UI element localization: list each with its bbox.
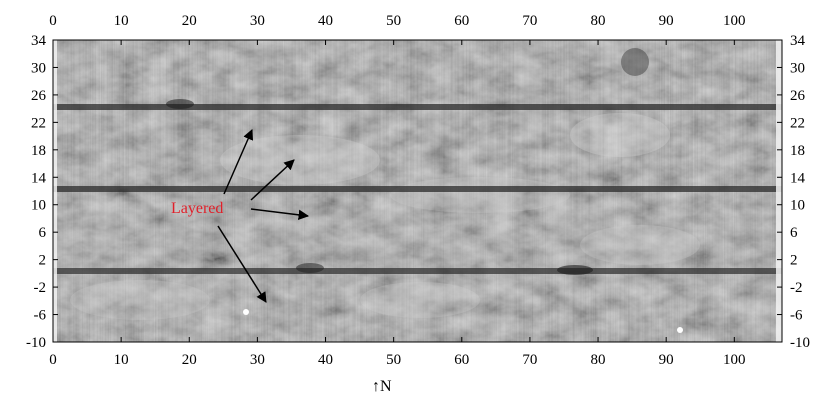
y-tick-label-left: 10 bbox=[31, 198, 46, 214]
arrow-1 bbox=[223, 129, 254, 195]
y-tick-label-right: 18 bbox=[790, 143, 805, 159]
y-tick-label-right: 14 bbox=[790, 170, 806, 186]
x-tick-label-bottom: 50 bbox=[386, 352, 401, 368]
arrow-3 bbox=[250, 208, 310, 221]
y-tick-label-right: -2 bbox=[790, 280, 803, 296]
y-tick-label-right: 26 bbox=[790, 88, 806, 104]
annotation-label: Layered bbox=[171, 200, 224, 217]
y-tick-label-left: 22 bbox=[31, 115, 46, 131]
north-label: ↑N bbox=[372, 378, 392, 395]
x-tick-label-bottom: 0 bbox=[49, 352, 57, 368]
y-tick-label-right: 6 bbox=[790, 225, 798, 241]
y-tick-label-left: -6 bbox=[34, 308, 47, 324]
bottom-axis: 0 10 20 30 40 50 60 70 80 90 100 bbox=[49, 337, 746, 368]
arrow-4 bbox=[217, 225, 267, 303]
x-tick-label-bottom: 100 bbox=[723, 352, 746, 368]
y-tick-label-left: 30 bbox=[31, 60, 46, 76]
x-tick-label-top: 50 bbox=[386, 13, 401, 29]
y-tick-label-left: 6 bbox=[39, 225, 47, 241]
y-tick-label-right: 10 bbox=[790, 198, 805, 214]
plot-frame bbox=[52, 39, 783, 343]
left-axis: 34 30 26 22 18 14 10 6 2 -2 -6 -10 bbox=[26, 33, 58, 351]
x-tick-label-bottom: 40 bbox=[318, 352, 333, 368]
arrow-2 bbox=[250, 159, 295, 201]
top-axis: 0 10 20 30 40 50 60 70 80 90 100 bbox=[49, 13, 746, 45]
x-tick-label-bottom: 20 bbox=[182, 352, 197, 368]
x-tick-label-bottom: 30 bbox=[250, 352, 265, 368]
y-tick-label-left: 26 bbox=[31, 88, 47, 104]
annotation-arrows bbox=[217, 129, 310, 303]
y-tick-label-right: 30 bbox=[790, 60, 805, 76]
x-tick-label-bottom: 80 bbox=[591, 352, 606, 368]
x-tick-label-top: 20 bbox=[182, 13, 197, 29]
y-tick-label-left: 34 bbox=[31, 33, 47, 49]
y-tick-label-right: -10 bbox=[790, 335, 810, 351]
right-axis: 34 30 26 22 18 14 10 6 2 -2 -6 -10 bbox=[777, 33, 810, 351]
x-tick-label-top: 60 bbox=[454, 13, 469, 29]
x-tick-label-top: 40 bbox=[318, 13, 333, 29]
y-tick-label-right: -6 bbox=[790, 308, 803, 324]
x-tick-label-top: 70 bbox=[522, 13, 537, 29]
x-tick-label-bottom: 90 bbox=[659, 352, 674, 368]
x-tick-label-top: 10 bbox=[114, 13, 129, 29]
x-tick-label-top: 0 bbox=[49, 13, 57, 29]
x-tick-label-top: 30 bbox=[250, 13, 265, 29]
y-tick-label-left: -2 bbox=[34, 280, 47, 296]
x-tick-label-bottom: 60 bbox=[454, 352, 469, 368]
survey-raster bbox=[53, 40, 782, 342]
y-tick-label-left: -10 bbox=[26, 335, 46, 351]
y-tick-label-left: 18 bbox=[31, 143, 46, 159]
x-tick-label-top: 90 bbox=[659, 13, 674, 29]
y-tick-label-left: 2 bbox=[39, 253, 47, 269]
x-tick-label-top: 100 bbox=[723, 13, 746, 29]
y-tick-label-left: 14 bbox=[31, 170, 47, 186]
y-tick-label-right: 22 bbox=[790, 115, 805, 131]
y-tick-label-right: 2 bbox=[790, 253, 798, 269]
x-tick-label-bottom: 10 bbox=[114, 352, 129, 368]
y-tick-label-right: 34 bbox=[790, 33, 806, 49]
x-tick-label-bottom: 70 bbox=[522, 352, 537, 368]
x-tick-label-top: 80 bbox=[591, 13, 606, 29]
